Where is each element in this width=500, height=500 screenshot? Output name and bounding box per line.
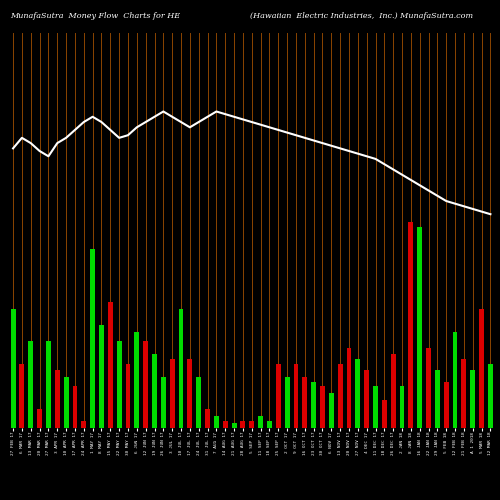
Bar <box>311 382 316 428</box>
Text: MunafaSutra  Money Flow  Charts for HE: MunafaSutra Money Flow Charts for HE <box>10 12 180 20</box>
Bar <box>364 370 369 428</box>
Bar <box>232 423 236 428</box>
Bar <box>267 420 272 428</box>
Bar <box>250 420 254 428</box>
Bar <box>284 378 290 428</box>
Bar <box>108 302 112 428</box>
Bar <box>320 386 325 428</box>
Bar <box>116 341 121 428</box>
Bar <box>134 332 140 428</box>
Bar <box>346 348 352 428</box>
Bar <box>152 354 157 428</box>
Bar <box>435 370 440 428</box>
Bar <box>302 378 307 428</box>
Bar <box>391 354 396 428</box>
Bar <box>46 341 51 428</box>
Bar <box>10 309 16 428</box>
Bar <box>223 420 228 428</box>
Bar <box>37 409 42 428</box>
Bar <box>55 370 60 428</box>
Bar <box>488 364 493 428</box>
Bar <box>126 364 130 428</box>
Bar <box>240 420 246 428</box>
Bar <box>161 378 166 428</box>
Bar <box>99 325 104 428</box>
Bar <box>452 332 458 428</box>
Text: (Hawaiian  Electric Industries,  Inc.) MunafaSutra.com: (Hawaiian Electric Industries, Inc.) Mun… <box>250 12 473 20</box>
Bar <box>170 359 174 428</box>
Bar <box>294 364 298 428</box>
Bar <box>64 378 68 428</box>
Bar <box>20 364 24 428</box>
Bar <box>178 309 184 428</box>
Bar <box>382 400 387 427</box>
Bar <box>444 382 448 428</box>
Bar <box>338 364 342 428</box>
Bar <box>462 359 466 428</box>
Bar <box>196 378 201 428</box>
Bar <box>214 416 219 428</box>
Bar <box>90 250 95 428</box>
Bar <box>28 341 33 428</box>
Bar <box>82 420 86 428</box>
Bar <box>426 348 431 428</box>
Bar <box>479 309 484 428</box>
Bar <box>205 409 210 428</box>
Bar <box>188 359 192 428</box>
Bar <box>418 226 422 428</box>
Bar <box>143 341 148 428</box>
Bar <box>72 386 78 428</box>
Bar <box>373 386 378 428</box>
Bar <box>356 359 360 428</box>
Bar <box>408 222 414 428</box>
Bar <box>470 370 475 428</box>
Bar <box>329 394 334 428</box>
Bar <box>400 386 404 428</box>
Bar <box>276 364 280 428</box>
Bar <box>258 416 263 428</box>
